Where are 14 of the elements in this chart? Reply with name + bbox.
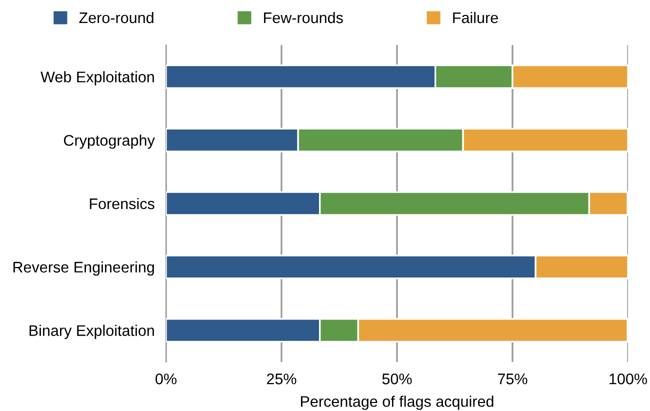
x-tick-label: 50% [382,374,412,384]
legend-label: Zero-round [79,12,154,24]
y-tick-label: Web Exploitation [40,71,154,86]
y-tick-label: Reverse Engineering [13,261,154,276]
x-tick-label: 100% [610,374,647,384]
legend-label: Failure [453,12,498,24]
y-tick-label: Forensics [90,198,154,210]
y-tick-label: Cryptography [64,134,155,149]
x-tick-label: 0% [156,374,176,384]
x-tick-label: 75% [498,374,528,384]
legend-label: Few-rounds [264,12,343,24]
y-tick-label: Binary Exploitation [30,324,154,340]
x-axis-title: Percentage of flags acquired [301,396,494,410]
x-tick-label: 25% [266,374,296,384]
